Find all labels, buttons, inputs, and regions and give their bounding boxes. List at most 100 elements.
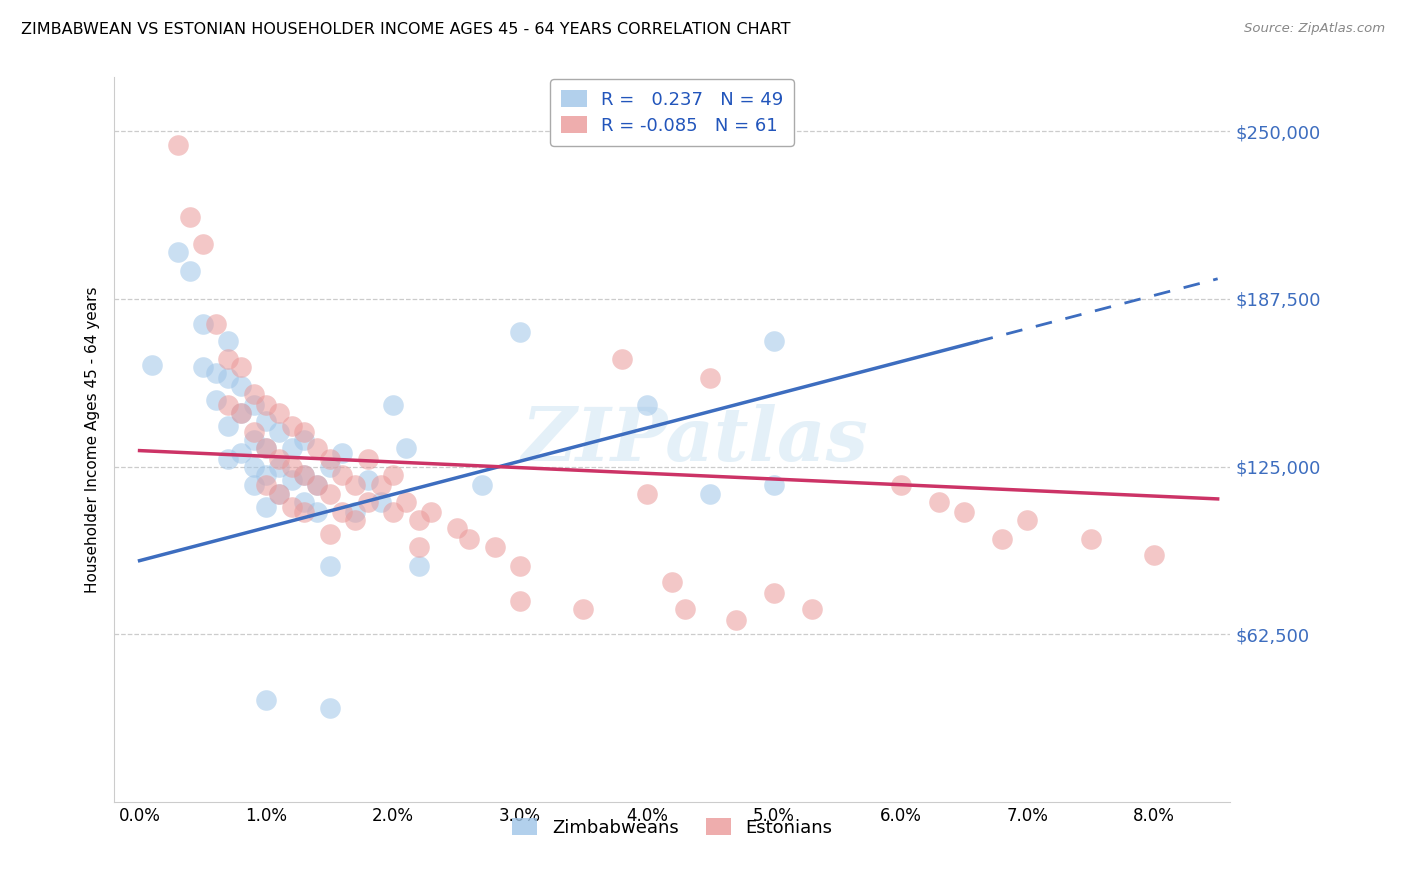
Point bbox=[408, 559, 430, 574]
Point bbox=[928, 494, 950, 508]
Point bbox=[242, 478, 264, 492]
Point bbox=[509, 594, 531, 608]
Point bbox=[242, 433, 264, 447]
Point bbox=[141, 358, 163, 372]
Point bbox=[267, 486, 290, 500]
Point bbox=[217, 371, 239, 385]
Point bbox=[294, 467, 316, 482]
Point bbox=[699, 371, 721, 385]
Point bbox=[319, 459, 342, 474]
Point bbox=[294, 494, 316, 508]
Point bbox=[382, 398, 405, 412]
Point bbox=[267, 451, 290, 466]
Point bbox=[281, 500, 304, 514]
Point bbox=[229, 406, 252, 420]
Point bbox=[344, 505, 367, 519]
Point bbox=[446, 521, 468, 535]
Point bbox=[319, 526, 342, 541]
Point bbox=[636, 486, 658, 500]
Point bbox=[242, 425, 264, 439]
Point bbox=[661, 575, 683, 590]
Point bbox=[332, 467, 354, 482]
Point bbox=[254, 398, 277, 412]
Point bbox=[458, 532, 481, 546]
Point bbox=[281, 419, 304, 434]
Point bbox=[217, 451, 239, 466]
Point bbox=[254, 414, 277, 428]
Point bbox=[673, 602, 696, 616]
Point bbox=[204, 318, 226, 332]
Point bbox=[191, 360, 214, 375]
Point bbox=[953, 505, 976, 519]
Point bbox=[636, 398, 658, 412]
Point bbox=[254, 693, 277, 707]
Point bbox=[254, 441, 277, 455]
Point bbox=[229, 446, 252, 460]
Point bbox=[699, 486, 721, 500]
Point bbox=[267, 425, 290, 439]
Text: ZIPatlas: ZIPatlas bbox=[522, 403, 868, 476]
Point bbox=[217, 398, 239, 412]
Point bbox=[800, 602, 823, 616]
Point bbox=[344, 478, 367, 492]
Point bbox=[307, 505, 329, 519]
Point bbox=[357, 451, 380, 466]
Point bbox=[307, 478, 329, 492]
Point bbox=[319, 701, 342, 715]
Point bbox=[484, 540, 506, 554]
Point bbox=[179, 210, 201, 224]
Point bbox=[242, 459, 264, 474]
Point bbox=[420, 505, 443, 519]
Point bbox=[267, 486, 290, 500]
Point bbox=[332, 505, 354, 519]
Point bbox=[1017, 513, 1039, 527]
Point bbox=[229, 379, 252, 393]
Point bbox=[254, 478, 277, 492]
Text: ZIMBABWEAN VS ESTONIAN HOUSEHOLDER INCOME AGES 45 - 64 YEARS CORRELATION CHART: ZIMBABWEAN VS ESTONIAN HOUSEHOLDER INCOM… bbox=[21, 22, 790, 37]
Point bbox=[762, 478, 785, 492]
Point bbox=[267, 459, 290, 474]
Text: Source: ZipAtlas.com: Source: ZipAtlas.com bbox=[1244, 22, 1385, 36]
Point bbox=[217, 352, 239, 367]
Point bbox=[357, 494, 380, 508]
Point bbox=[229, 406, 252, 420]
Point bbox=[509, 559, 531, 574]
Point bbox=[294, 433, 316, 447]
Point bbox=[370, 494, 392, 508]
Y-axis label: Householder Income Ages 45 - 64 years: Householder Income Ages 45 - 64 years bbox=[86, 286, 100, 593]
Point bbox=[254, 467, 277, 482]
Point bbox=[204, 366, 226, 380]
Legend: Zimbabweans, Estonians: Zimbabweans, Estonians bbox=[505, 811, 839, 844]
Point bbox=[281, 441, 304, 455]
Point bbox=[254, 441, 277, 455]
Point bbox=[332, 446, 354, 460]
Point bbox=[294, 505, 316, 519]
Point bbox=[166, 137, 188, 152]
Point bbox=[242, 387, 264, 401]
Point bbox=[762, 334, 785, 348]
Point bbox=[281, 473, 304, 487]
Point bbox=[1143, 549, 1166, 563]
Point bbox=[281, 459, 304, 474]
Point bbox=[357, 473, 380, 487]
Point bbox=[166, 244, 188, 259]
Point bbox=[762, 586, 785, 600]
Point bbox=[242, 398, 264, 412]
Point bbox=[509, 326, 531, 340]
Point bbox=[382, 467, 405, 482]
Point bbox=[408, 513, 430, 527]
Point bbox=[217, 419, 239, 434]
Point bbox=[724, 613, 747, 627]
Point bbox=[471, 478, 494, 492]
Point bbox=[382, 505, 405, 519]
Point bbox=[991, 532, 1014, 546]
Point bbox=[179, 264, 201, 278]
Point bbox=[267, 406, 290, 420]
Point bbox=[395, 441, 418, 455]
Point bbox=[572, 602, 595, 616]
Point bbox=[319, 559, 342, 574]
Point bbox=[408, 540, 430, 554]
Point bbox=[294, 467, 316, 482]
Point bbox=[191, 318, 214, 332]
Point bbox=[344, 513, 367, 527]
